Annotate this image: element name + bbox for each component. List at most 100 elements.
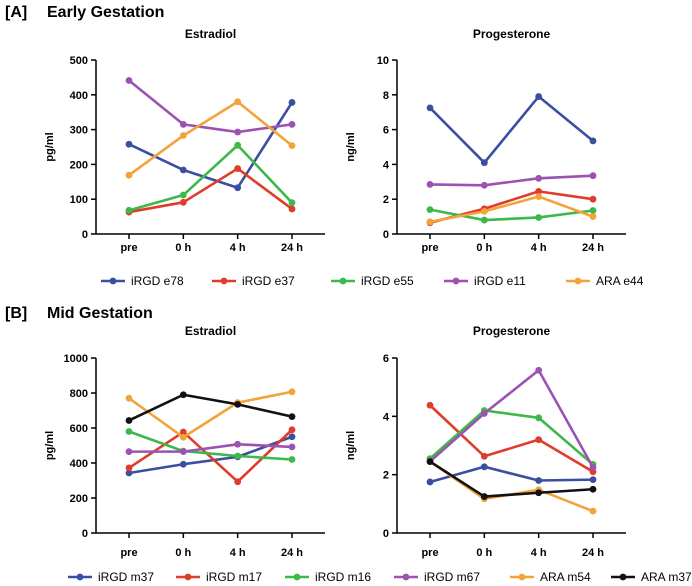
panel-a-title: Early Gestation <box>47 4 164 21</box>
legend-swatch-marker <box>220 277 228 285</box>
data-point-irgd-e78 <box>125 140 133 148</box>
legend-swatch-marker <box>293 573 301 581</box>
data-point-irgd-m37 <box>480 463 488 471</box>
data-point-ara-m54 <box>179 433 187 441</box>
data-point-irgd-e55 <box>179 191 187 199</box>
data-point-irgd-m17 <box>426 401 434 409</box>
y-tick-label: 4 <box>383 411 390 423</box>
y-tick-label: 500 <box>70 55 88 67</box>
data-point-irgd-e37 <box>288 205 296 213</box>
x-tick-label: pre <box>120 547 137 559</box>
series-line-ara-m37 <box>429 460 594 498</box>
legend-label: iRGD m17 <box>206 570 262 584</box>
y-tick-label: 0 <box>82 229 88 241</box>
data-point-irgd-e55 <box>535 214 543 221</box>
legend-swatch-marker <box>109 277 117 285</box>
legend-label: iRGD m16 <box>315 570 371 584</box>
series-line-irgd-e78 <box>128 101 294 190</box>
data-point-irgd-e55 <box>589 207 597 214</box>
y-tick-label: 400 <box>70 90 88 102</box>
data-point-irgd-e55 <box>234 141 242 149</box>
series-line-ara-m37 <box>128 393 293 422</box>
y-tick-label: 6 <box>383 125 389 137</box>
data-point-irgd-m37 <box>426 478 434 486</box>
chart-a-progesterone: Progesterone ng/ml 0 2 4 6 8 10 pre 0 h 4 h 24 h <box>345 27 626 254</box>
data-point-irgd-e78 <box>179 166 187 174</box>
legend-item-ara-m54: ARA m54 <box>510 570 591 584</box>
legend-item-irgd-e11: iRGD e11 <box>444 274 526 288</box>
y-axis-label: ng/ml <box>345 431 357 460</box>
data-point-ara-m37 <box>288 413 296 421</box>
data-point-irgd-m67 <box>125 448 133 456</box>
data-point-irgd-e55 <box>125 206 133 214</box>
legend-item-irgd-e78: iRGD e78 <box>101 274 184 288</box>
y-tick-label: 0 <box>82 528 88 540</box>
series-line-ara-e44 <box>128 100 293 177</box>
data-point-ara-m37 <box>535 489 543 497</box>
series-line-irgd-e78 <box>429 95 594 164</box>
y-tick-label: 10 <box>377 55 389 67</box>
series-line-irgd-e55 <box>429 208 594 222</box>
y-tick-label: 4 <box>383 159 390 171</box>
data-point-irgd-e37 <box>179 198 187 206</box>
y-tick-label: 300 <box>70 125 88 137</box>
data-point-irgd-m17 <box>288 426 296 434</box>
data-point-irgd-m17 <box>480 452 488 460</box>
legend-label: iRGD e78 <box>131 274 184 288</box>
data-point-irgd-m17 <box>125 464 133 472</box>
y-tick-label: 2 <box>383 470 389 482</box>
legend-swatch-marker <box>184 573 192 581</box>
x-tick-label: 24 h <box>582 242 604 254</box>
y-tick-label: 800 <box>70 388 88 400</box>
data-point-irgd-e78 <box>426 104 434 112</box>
data-point-irgd-e78 <box>480 159 488 167</box>
data-point-irgd-m17 <box>535 436 543 444</box>
panel-b-title: Mid Gestation <box>47 305 153 322</box>
series-line-irgd-e37 <box>128 167 293 214</box>
data-point-irgd-e37 <box>234 165 242 172</box>
series-line-irgd-m67 <box>129 442 293 453</box>
data-point-irgd-m16 <box>234 452 242 460</box>
x-tick-label: 24 h <box>582 547 604 559</box>
legend-label: iRGD e11 <box>474 274 526 288</box>
data-point-irgd-e78 <box>535 93 543 100</box>
legend-swatch-marker <box>619 573 627 581</box>
data-point-irgd-e55 <box>426 206 434 214</box>
data-point-ara-e44 <box>535 193 543 200</box>
data-point-ara-e44 <box>480 207 488 215</box>
legend-item-ara-e44: ARA e44 <box>566 274 644 288</box>
data-point-irgd-m67 <box>288 443 296 451</box>
x-tick-label: 4 h <box>531 547 547 559</box>
series-line-ara-m54 <box>429 460 594 513</box>
data-point-ara-m54 <box>288 388 296 396</box>
data-point-irgd-e55 <box>480 216 488 224</box>
legend-item-irgd-m16: iRGD m16 <box>285 570 371 584</box>
series-line-ara-e44 <box>429 195 594 224</box>
data-point-irgd-m67 <box>535 366 543 374</box>
y-axis-label: ng/ml <box>345 132 357 161</box>
series-line-irgd-m67 <box>429 368 595 469</box>
series-line-irgd-e11 <box>128 79 293 134</box>
data-point-irgd-e78 <box>288 99 296 106</box>
series-line-irgd-m16 <box>128 430 293 461</box>
chart-title: Progesterone <box>473 27 551 41</box>
data-point-ara-m37 <box>234 400 242 408</box>
series-line-irgd-m16 <box>429 409 594 466</box>
legend-swatch-marker <box>339 277 347 285</box>
y-axis-label: pg/ml <box>44 132 56 161</box>
data-point-irgd-e37 <box>535 187 543 195</box>
panel-a-tag: [A] <box>5 4 27 21</box>
data-point-irgd-e11 <box>179 120 187 128</box>
data-point-ara-m37 <box>480 493 488 500</box>
data-point-irgd-e11 <box>589 172 597 180</box>
x-tick-label: pre <box>421 547 438 559</box>
series-line-irgd-m17 <box>429 404 594 473</box>
data-point-ara-m37 <box>179 391 187 399</box>
data-point-ara-e44 <box>426 218 434 226</box>
data-point-ara-e44 <box>179 132 187 139</box>
y-tick-label: 100 <box>70 194 88 206</box>
legend-swatch-marker <box>452 277 460 285</box>
y-tick-label: 6 <box>383 353 389 365</box>
chart-b-progesterone: Progesterone ng/ml 0 2 4 6 pre 0 h 4 h 24 h <box>345 324 626 559</box>
y-tick-label: 400 <box>70 458 88 470</box>
